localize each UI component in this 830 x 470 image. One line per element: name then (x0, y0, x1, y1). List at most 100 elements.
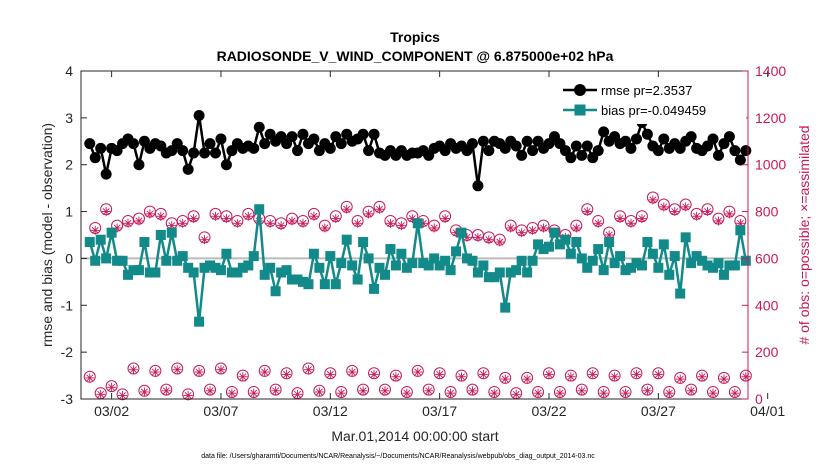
rmse-point (220, 159, 232, 171)
obs-assimilated-point (364, 209, 374, 219)
obs-assimilated-stroke (512, 390, 520, 398)
bias-point (626, 262, 637, 273)
bias-point (401, 262, 412, 273)
obs-assimilated-point (517, 228, 527, 238)
obs-assimilated-point (648, 195, 658, 205)
bias-point (560, 234, 571, 245)
obs-assimilated-point (260, 367, 270, 377)
obs-assimilated-stroke (162, 387, 170, 395)
bias-point (647, 248, 658, 259)
obs-assimilated-point (708, 388, 718, 398)
obs-assimilated-point (489, 388, 499, 398)
obs-assimilated-stroke (201, 236, 209, 244)
obs-assimilated-stroke (436, 370, 444, 378)
obs-assimilated-point (429, 223, 439, 233)
bias-point (697, 255, 708, 266)
rmse-point (259, 138, 271, 150)
obs-assimilated-stroke (507, 224, 515, 232)
obs-assimilated-point (276, 221, 286, 231)
left-tick-label: -2 (61, 344, 74, 360)
obs-assimilated-point (675, 374, 685, 384)
rmse-point (729, 145, 741, 157)
obs-assimilated-stroke (622, 389, 630, 397)
bias-point (576, 253, 587, 264)
obs-assimilated-stroke (458, 373, 465, 381)
bias-point (243, 260, 254, 271)
right-axis: 0 200 400 600 800 1000 1200 1400 (742, 63, 786, 407)
bias-point (254, 204, 265, 215)
bias-point (177, 251, 188, 262)
obs-assimilated-point (544, 369, 554, 379)
bias-point (84, 237, 95, 248)
legend-rmse-label: rmse pr=2.3537 (601, 83, 692, 98)
rmse-point (188, 147, 200, 159)
bias-point (713, 258, 724, 269)
rmse-point (625, 142, 637, 154)
rmse-point (477, 135, 489, 147)
obs-assimilated-stroke (408, 215, 416, 223)
obs-assimilated-point (484, 235, 494, 245)
obs-assimilated-point (282, 369, 292, 379)
rmse-point (723, 131, 735, 143)
obs-assimilated-stroke (299, 219, 307, 227)
bias-point (522, 267, 533, 278)
obs-assimilated-stroke (523, 375, 531, 383)
bias-point (144, 267, 155, 278)
obs-assimilated-point (692, 211, 702, 221)
left-tick-label: -1 (61, 297, 74, 313)
obs-assimilated-point (478, 369, 488, 379)
bias-point (489, 272, 500, 283)
obs-assimilated-point (664, 388, 674, 398)
left-tick-label: 3 (65, 110, 73, 126)
obs-assimilated-stroke (294, 390, 301, 398)
obs-assimilated-point (615, 214, 625, 224)
rmse-point (466, 138, 478, 150)
rmse-point (521, 135, 533, 147)
obs-assimilated-point (134, 216, 144, 226)
obs-assimilated-point (172, 365, 182, 375)
obs-assimilated-point (681, 202, 691, 212)
obs-assimilated-point (659, 202, 669, 212)
obs-assimilated-point (243, 211, 253, 221)
obs-assimilated-stroke (567, 373, 575, 381)
bias-point (117, 255, 128, 266)
obs-assimilated-point (150, 367, 160, 377)
bias-point (215, 265, 226, 276)
rmse-point (253, 121, 265, 133)
obs-assimilated-point (194, 367, 204, 377)
obs-assimilated-stroke (665, 389, 673, 397)
left-tick-label: 0 (65, 250, 73, 266)
obs-assimilated-point (533, 388, 543, 398)
bias-point (538, 244, 549, 255)
obs-assimilated-stroke (501, 375, 509, 383)
obs-assimilated-stroke (337, 389, 345, 397)
x-tick-label: 03/22 (531, 403, 566, 419)
obs-assimilated-point (221, 214, 231, 224)
obs-assimilated-point (457, 372, 467, 382)
rmse-point (483, 145, 495, 157)
obs-assimilated-stroke (365, 210, 373, 218)
obs-assimilated-point (358, 386, 368, 396)
rmse-point (248, 142, 260, 154)
rmse-point (712, 149, 724, 161)
bias-point (270, 286, 281, 297)
bias-point (199, 262, 210, 273)
obs-assimilated-stroke (463, 233, 471, 241)
rmse-point (297, 128, 309, 140)
bias-point (680, 232, 691, 243)
bias-point (615, 251, 626, 262)
obs-assimilated-point (713, 216, 723, 226)
obs-assimilated-stroke (130, 366, 137, 374)
obs-assimilated-stroke (638, 215, 646, 223)
bias-point (467, 255, 478, 266)
rmse-point (510, 140, 522, 152)
obs-assimilated-stroke (179, 219, 187, 227)
x-tick-label: 03/27 (641, 403, 676, 419)
obs-assimilated-stroke (676, 375, 684, 383)
right-tick-label: 1000 (755, 157, 786, 173)
obs-assimilated-point (128, 365, 138, 375)
obs-assimilated-stroke (709, 389, 717, 397)
bias-point (276, 267, 287, 278)
obs-assimilated-point (314, 387, 324, 397)
